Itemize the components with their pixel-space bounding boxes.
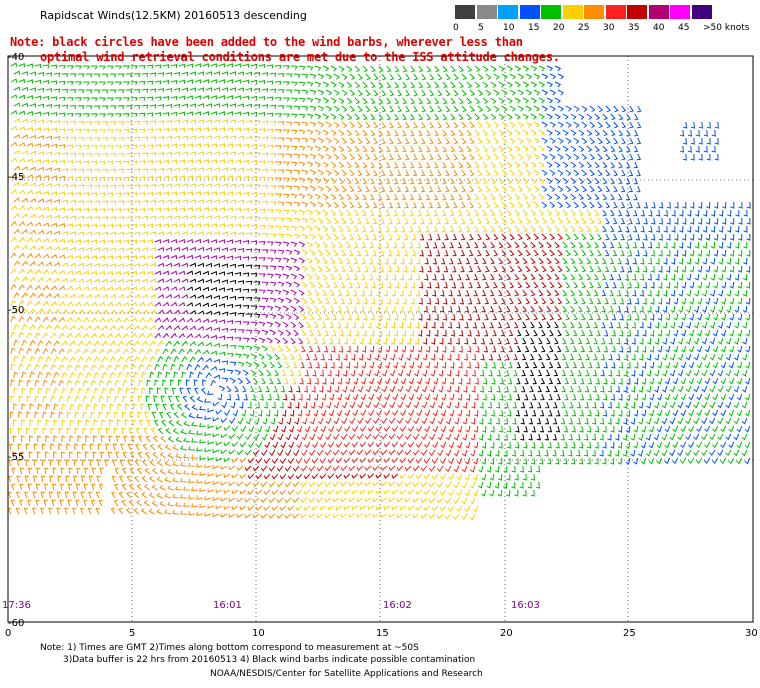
- legend-swatch: [519, 5, 540, 19]
- legend-tick: 45: [678, 23, 690, 33]
- footer-note-2: 3)Data buffer is 22 hrs from 20160513 4)…: [63, 655, 476, 665]
- legend-tick: 5: [478, 23, 484, 33]
- legend-swatch: [476, 5, 497, 19]
- time-label-4: 16:03: [511, 600, 540, 611]
- note-line-1: Note: black circles have been added to t…: [10, 35, 523, 49]
- legend-tick: 25: [578, 23, 590, 33]
- legend-swatch: [498, 5, 518, 19]
- time-label-2: 16:01: [213, 600, 242, 611]
- legend-tick: 20: [553, 23, 565, 33]
- time-label-1: 17:36: [2, 600, 31, 611]
- legend-swatch: [670, 5, 690, 19]
- x-tick-30: 30: [745, 628, 758, 639]
- y-label-40: -40: [8, 52, 25, 63]
- legend-swatch: [627, 5, 647, 19]
- x-tick-25: 25: [623, 628, 636, 639]
- legend-tick: 15: [528, 23, 540, 33]
- y-label-55: -55: [8, 452, 25, 463]
- footer-credit: NOAA/NESDIS/Center for Satellite Applica…: [210, 669, 483, 679]
- legend-swatch: [455, 5, 475, 19]
- legend-tick: 10: [503, 23, 515, 33]
- note-line-2: optimal wind retrieval conditions are me…: [40, 50, 560, 64]
- x-tick-10: 10: [252, 628, 265, 639]
- legend-swatch: [562, 5, 583, 19]
- map-frame: [7, 55, 754, 623]
- legend-tick: 30: [603, 23, 615, 33]
- legend-tick: 0: [453, 23, 459, 33]
- map-title: Rapidscat Winds(12.5KM) 20160513 descend…: [40, 9, 307, 22]
- x-tick-0: 0: [5, 628, 12, 639]
- legend-swatch: [605, 5, 626, 19]
- x-tick-15: 15: [376, 628, 389, 639]
- wind-barbs: [7, 62, 751, 521]
- time-label-3: 16:02: [383, 600, 412, 611]
- legend-swatch: [691, 5, 712, 19]
- legend-swatch: [541, 5, 561, 19]
- x-tick-20: 20: [500, 628, 513, 639]
- y-label-45: -45: [8, 172, 25, 183]
- legend-swatch: [584, 5, 604, 19]
- legend-tick: 35: [628, 23, 640, 33]
- y-label-50: -50: [8, 305, 25, 316]
- map-gridlines: [8, 56, 753, 622]
- legend-unit: >50 knots: [703, 23, 750, 33]
- x-tick-5: 5: [129, 628, 136, 639]
- legend-swatch: [648, 5, 669, 19]
- footer-note-1: Note: 1) Times are GMT 2)Times along bot…: [40, 643, 419, 653]
- legend-tick: 40: [653, 23, 665, 33]
- y-label-60: -60: [8, 618, 25, 629]
